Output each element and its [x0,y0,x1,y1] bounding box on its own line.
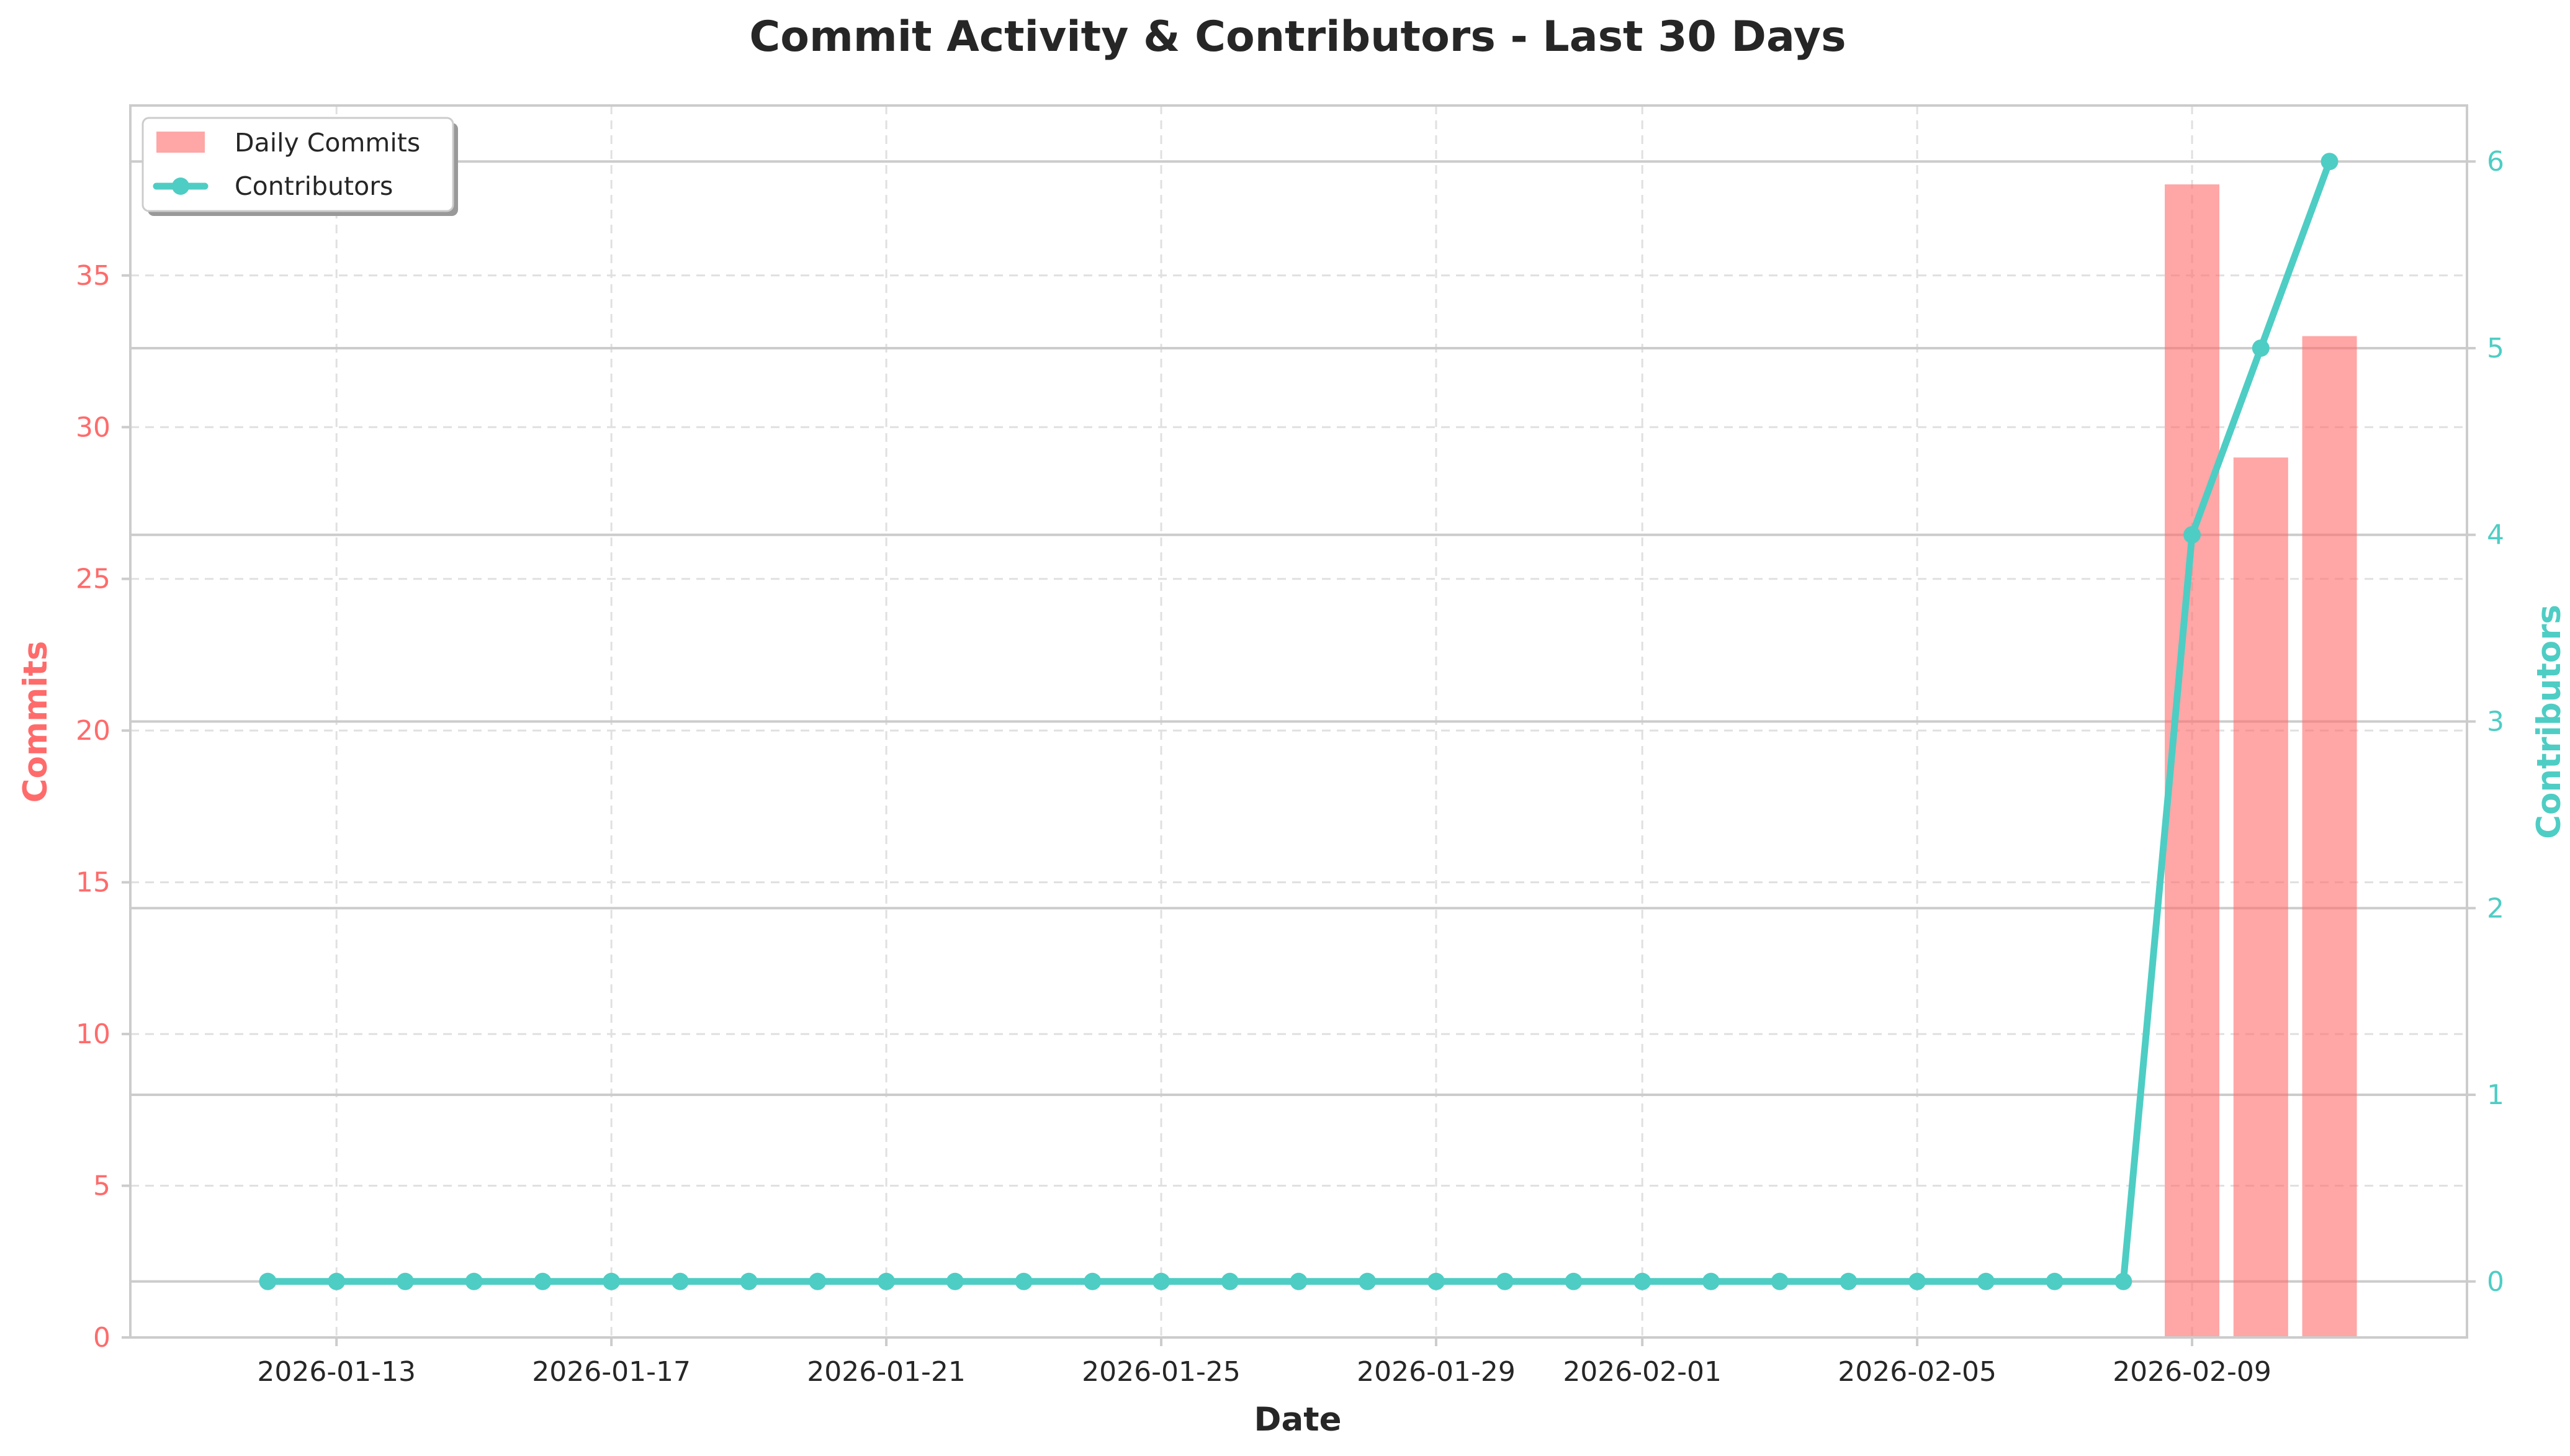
legend-box [142,117,454,212]
line-layer [259,153,2339,1290]
y2-tick-label: 3 [2487,706,2504,738]
point-contributors-2026-02-06 [1977,1272,1995,1290]
x-tick-label: 2026-02-09 [2113,1356,2271,1388]
y-axis-title: Commits [17,641,55,803]
y2-tick-label: 2 [2487,892,2504,924]
x-axis-title: Date [1254,1401,1341,1439]
point-contributors-2026-01-29 [1427,1272,1445,1290]
point-contributors-2026-02-02 [1702,1272,1720,1290]
point-contributors-2026-01-18 [671,1272,689,1290]
x-tick-label: 2026-02-05 [1838,1356,1997,1388]
y-tick-label: 30 [76,411,110,443]
y2-axis-title: Contributors [2530,604,2568,839]
point-contributors-2026-01-28 [1359,1272,1377,1290]
x-axis-ticks: 2026-01-13 2026-01-17 2026-01-21 2026-01-25… [257,1337,2271,1388]
point-contributors-2026-01-30 [1496,1272,1514,1290]
x-tick-label: 2026-01-25 [1082,1356,1241,1388]
point-contributors-2026-02-10 [2252,339,2270,357]
point-contributors-2026-01-26 [1221,1272,1239,1290]
x-tick-label: 2026-01-21 [807,1356,966,1388]
y2-tick-label: 5 [2487,333,2504,364]
point-contributors-2026-01-24 [1084,1272,1102,1290]
legend-label-commits: Daily Commits [235,128,420,158]
point-contributors-2026-01-17 [603,1272,621,1290]
bar-commits-2026-02-10 [2233,457,2288,1338]
chart-title: Commit Activity & Contributors - Last 30… [749,12,1846,61]
point-contributors-2026-02-05 [1908,1272,1926,1290]
point-contributors-2026-01-31 [1565,1272,1583,1290]
y-axis-ticks: 0 5 10 15 20 25 30 35 [76,260,130,1354]
x-tick-label: 2026-01-29 [1357,1356,1516,1388]
twin-grid-layer [130,160,2467,1283]
point-contributors-2026-02-08 [2114,1272,2132,1290]
point-contributors-2026-02-04 [1840,1272,1858,1290]
point-contributors-2026-01-14 [396,1272,414,1290]
legend-swatch-commits [156,132,205,153]
bar-commits-2026-02-11 [2302,336,2357,1337]
x-tick-label: 2026-01-13 [257,1356,416,1388]
point-contributors-2026-01-16 [534,1272,552,1290]
y2-tick-label: 0 [2487,1266,2504,1298]
y2-axis-ticks: 0 1 2 3 4 5 6 [2467,146,2504,1298]
legend: Daily Commits Contributors [142,117,458,216]
point-contributors-2026-02-11 [2321,153,2339,171]
y2-tick-label: 4 [2487,519,2504,551]
point-contributors-2026-01-13 [328,1272,346,1290]
legend-marker-contributors [172,178,189,195]
y2-tick-label: 6 [2487,146,2504,178]
y-tick-label: 0 [93,1322,110,1354]
y-tick-label: 20 [76,715,110,747]
y-tick-label: 15 [76,867,110,899]
point-contributors-2026-01-23 [1015,1272,1033,1290]
point-contributors-2026-02-09 [2183,526,2201,544]
x-tick-label: 2026-02-01 [1563,1356,1722,1388]
point-contributors-2026-01-21 [878,1272,896,1290]
legend-label-contributors: Contributors [235,171,393,201]
point-contributors-2026-01-27 [1290,1272,1308,1290]
point-contributors-2026-01-22 [946,1272,964,1290]
point-contributors-2026-01-25 [1152,1272,1170,1290]
point-contributors-2026-01-19 [740,1272,758,1290]
bar-layer [2165,184,2357,1338]
y-tick-label: 25 [76,564,110,595]
point-contributors-2026-02-03 [1771,1272,1789,1290]
point-contributors-2026-02-01 [1633,1272,1651,1290]
point-contributors-2026-02-07 [2046,1272,2064,1290]
point-contributors-2026-01-12 [259,1272,277,1290]
y-tick-label: 35 [76,260,110,292]
y-tick-label: 10 [76,1018,110,1050]
point-contributors-2026-01-15 [465,1272,483,1290]
x-tick-label: 2026-01-17 [532,1356,691,1388]
y-tick-label: 5 [93,1171,110,1202]
y2-tick-label: 1 [2487,1079,2504,1111]
point-contributors-2026-01-20 [809,1272,827,1290]
